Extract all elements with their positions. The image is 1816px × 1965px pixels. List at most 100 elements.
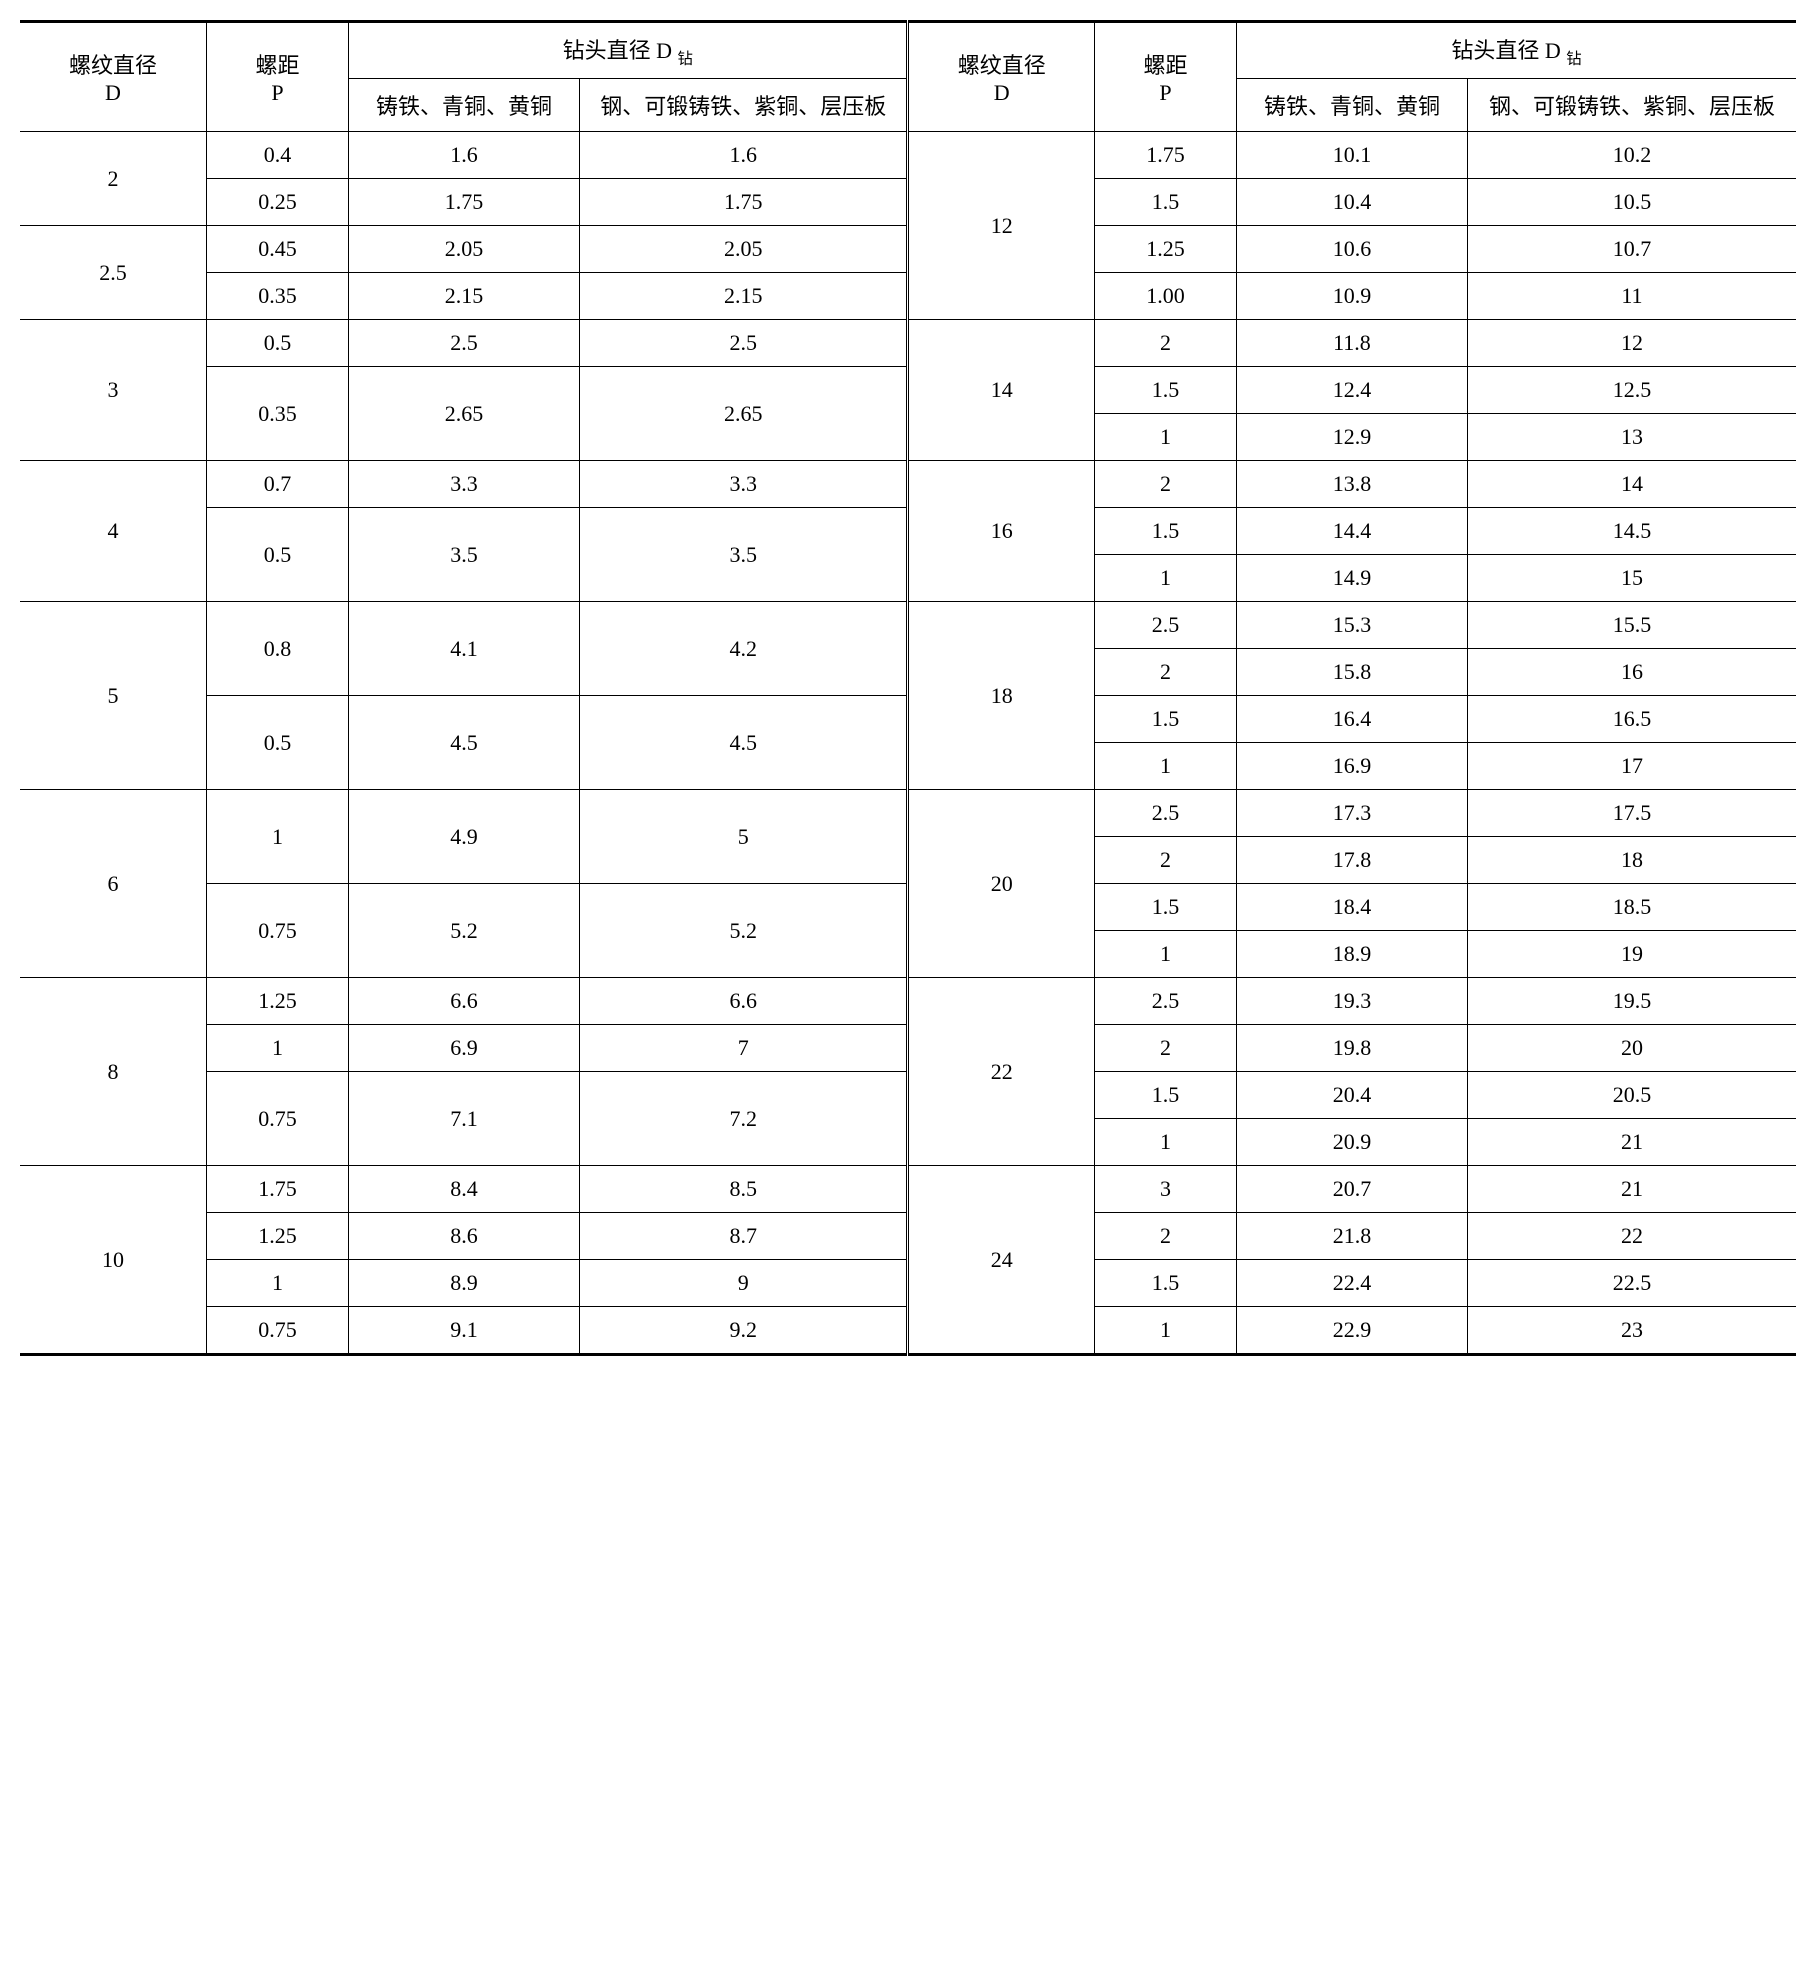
cell-material-b: 7 xyxy=(579,1025,908,1072)
hdr-material-b-right: 钢、可锻铸铁、紫铜、层压板 xyxy=(1467,79,1796,132)
cell-material-a: 22.4 xyxy=(1237,1260,1468,1307)
cell-material-b: 21 xyxy=(1467,1166,1796,1213)
cell-material-a: 4.9 xyxy=(349,790,580,884)
cell-material-a: 8.9 xyxy=(349,1260,580,1307)
cell-pitch: 2.5 xyxy=(1094,978,1236,1025)
cell-material-a: 2.15 xyxy=(349,273,580,320)
cell-material-a: 14.9 xyxy=(1237,555,1468,602)
hdr-drill-right: 钻头直径 D 钻 xyxy=(1237,22,1796,79)
cell-material-b: 17.5 xyxy=(1467,790,1796,837)
cell-pitch: 1 xyxy=(1094,555,1236,602)
cell-material-a: 20.4 xyxy=(1237,1072,1468,1119)
cell-material-a: 2.05 xyxy=(349,226,580,273)
cell-pitch: 1.5 xyxy=(1094,508,1236,555)
cell-material-a: 11.8 xyxy=(1237,320,1468,367)
cell-material-b: 4.2 xyxy=(579,602,908,696)
cell-material-a: 7.1 xyxy=(349,1072,580,1166)
cell-material-b: 1.75 xyxy=(579,179,908,226)
cell-pitch: 1 xyxy=(206,1025,348,1072)
cell-material-b: 20.5 xyxy=(1467,1072,1796,1119)
cell-material-a: 20.7 xyxy=(1237,1166,1468,1213)
cell-thread-d: 22 xyxy=(908,978,1094,1166)
cell-material-b: 15 xyxy=(1467,555,1796,602)
cell-material-a: 10.6 xyxy=(1237,226,1468,273)
cell-material-a: 2.65 xyxy=(349,367,580,461)
cell-thread-d: 12 xyxy=(908,132,1094,320)
cell-material-b: 11 xyxy=(1467,273,1796,320)
table-header: 螺纹直径D 螺距P 钻头直径 D 钻 螺纹直径D 螺距P 钻头直径 D 钻 铸铁… xyxy=(20,22,1796,132)
cell-material-a: 17.8 xyxy=(1237,837,1468,884)
cell-pitch: 0.75 xyxy=(206,884,348,978)
table-row: 101.758.48.524320.721 xyxy=(20,1166,1796,1213)
cell-pitch: 1.5 xyxy=(1094,367,1236,414)
cell-pitch: 1.75 xyxy=(206,1166,348,1213)
cell-pitch: 1.5 xyxy=(1094,696,1236,743)
cell-pitch: 2 xyxy=(1094,1213,1236,1260)
table-row: 614.95202.517.317.5 xyxy=(20,790,1796,837)
cell-material-a: 15.3 xyxy=(1237,602,1468,649)
cell-thread-d: 4 xyxy=(20,461,206,602)
cell-material-b: 15.5 xyxy=(1467,602,1796,649)
cell-material-b: 14.5 xyxy=(1467,508,1796,555)
cell-material-a: 6.6 xyxy=(349,978,580,1025)
cell-material-a: 3.5 xyxy=(349,508,580,602)
cell-pitch: 0.5 xyxy=(206,320,348,367)
hdr-drill-left: 钻头直径 D 钻 xyxy=(349,22,908,79)
cell-material-b: 13 xyxy=(1467,414,1796,461)
cell-material-a: 13.8 xyxy=(1237,461,1468,508)
cell-thread-d: 2.5 xyxy=(20,226,206,320)
cell-pitch: 1.5 xyxy=(1094,1072,1236,1119)
cell-material-b: 8.5 xyxy=(579,1166,908,1213)
cell-pitch: 2.5 xyxy=(1094,790,1236,837)
cell-material-a: 18.4 xyxy=(1237,884,1468,931)
cell-material-b: 18.5 xyxy=(1467,884,1796,931)
cell-pitch: 0.5 xyxy=(206,508,348,602)
cell-material-b: 5.2 xyxy=(579,884,908,978)
drill-diameter-table: 螺纹直径D 螺距P 钻头直径 D 钻 螺纹直径D 螺距P 钻头直径 D 钻 铸铁… xyxy=(20,20,1796,1356)
cell-thread-d: 14 xyxy=(908,320,1094,461)
cell-pitch: 0.8 xyxy=(206,602,348,696)
cell-material-a: 8.4 xyxy=(349,1166,580,1213)
cell-pitch: 2.5 xyxy=(1094,602,1236,649)
cell-thread-d: 3 xyxy=(20,320,206,461)
cell-material-a: 3.3 xyxy=(349,461,580,508)
hdr-pitch-left: 螺距P xyxy=(206,22,348,132)
cell-material-a: 16.4 xyxy=(1237,696,1468,743)
cell-pitch: 0.35 xyxy=(206,273,348,320)
cell-thread-d: 18 xyxy=(908,602,1094,790)
cell-pitch: 2 xyxy=(1094,649,1236,696)
cell-material-a: 14.4 xyxy=(1237,508,1468,555)
cell-material-b: 1.6 xyxy=(579,132,908,179)
cell-material-b: 3.5 xyxy=(579,508,908,602)
cell-material-b: 12.5 xyxy=(1467,367,1796,414)
cell-pitch: 1.75 xyxy=(1094,132,1236,179)
cell-material-b: 23 xyxy=(1467,1307,1796,1355)
cell-material-a: 18.9 xyxy=(1237,931,1468,978)
cell-thread-d: 16 xyxy=(908,461,1094,602)
cell-pitch: 0.45 xyxy=(206,226,348,273)
cell-pitch: 0.35 xyxy=(206,367,348,461)
cell-material-a: 19.8 xyxy=(1237,1025,1468,1072)
cell-material-a: 16.9 xyxy=(1237,743,1468,790)
table-row: 30.52.52.514211.812 xyxy=(20,320,1796,367)
cell-material-b: 2.05 xyxy=(579,226,908,273)
cell-material-b: 10.2 xyxy=(1467,132,1796,179)
cell-material-a: 20.9 xyxy=(1237,1119,1468,1166)
cell-material-b: 18 xyxy=(1467,837,1796,884)
hdr-material-a-left: 铸铁、青铜、黄铜 xyxy=(349,79,580,132)
cell-material-b: 16 xyxy=(1467,649,1796,696)
cell-material-a: 22.9 xyxy=(1237,1307,1468,1355)
cell-thread-d: 5 xyxy=(20,602,206,790)
cell-material-a: 21.8 xyxy=(1237,1213,1468,1260)
hdr-pitch-right: 螺距P xyxy=(1094,22,1236,132)
table-body: 20.41.61.6121.7510.110.20.251.751.751.51… xyxy=(20,132,1796,1355)
cell-material-b: 2.15 xyxy=(579,273,908,320)
cell-pitch: 1.25 xyxy=(206,978,348,1025)
cell-pitch: 0.25 xyxy=(206,179,348,226)
cell-material-a: 6.9 xyxy=(349,1025,580,1072)
cell-thread-d: 10 xyxy=(20,1166,206,1355)
cell-material-a: 4.1 xyxy=(349,602,580,696)
cell-material-a: 19.3 xyxy=(1237,978,1468,1025)
cell-material-a: 15.8 xyxy=(1237,649,1468,696)
cell-material-a: 4.5 xyxy=(349,696,580,790)
